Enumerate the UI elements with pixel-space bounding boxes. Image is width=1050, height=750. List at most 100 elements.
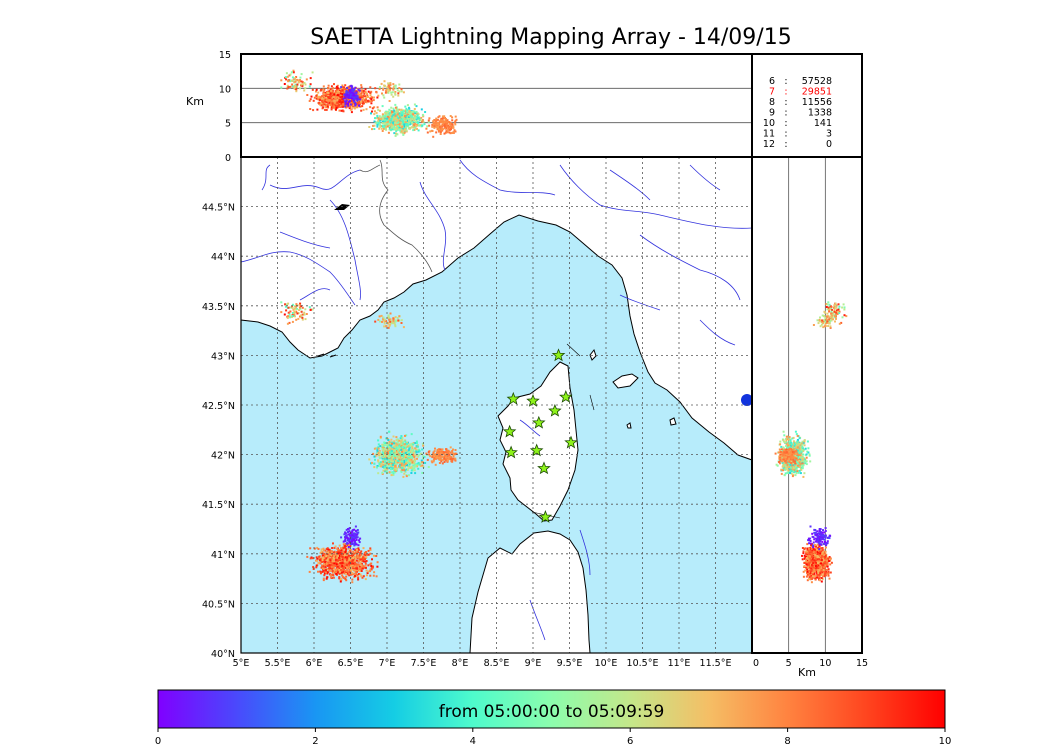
lightning-point (334, 97, 337, 100)
lightning-point (377, 439, 380, 442)
lightning-point (352, 557, 354, 559)
lightning-point (408, 110, 411, 113)
lightning-point (355, 538, 358, 541)
lightning-point (403, 465, 406, 468)
lightning-point (324, 108, 327, 111)
lightning-point (338, 90, 341, 93)
lightning-point (398, 116, 401, 119)
lightning-point (402, 454, 405, 457)
lightning-point (332, 574, 335, 577)
lightning-point (392, 114, 395, 117)
lightning-point (336, 567, 339, 570)
lightning-point (454, 457, 457, 460)
lightning-point (448, 122, 451, 125)
lightning-point (328, 565, 331, 568)
lightning-point (356, 95, 359, 98)
lightning-point (406, 460, 409, 463)
lightning-point (355, 96, 358, 99)
lightning-point (395, 108, 398, 111)
lightning-point (328, 564, 331, 566)
lightning-point (323, 554, 326, 556)
lightning-point (376, 449, 379, 452)
lightning-point (351, 564, 354, 567)
lightning-point (390, 471, 393, 474)
lightning-point (400, 88, 403, 91)
lightning-point (380, 314, 383, 317)
lightning-point (294, 315, 296, 318)
lightning-point (392, 319, 395, 322)
lightning-point (342, 548, 345, 551)
lightning-point (303, 89, 306, 92)
lightning-point (444, 127, 446, 130)
lightning-point (377, 443, 380, 446)
lightning-point (398, 465, 401, 468)
lightning-point (422, 444, 425, 447)
lightning-point (386, 110, 389, 113)
lightning-point (436, 123, 439, 126)
lightning-point (393, 113, 396, 116)
lightning-point (392, 112, 395, 115)
lightning-point (360, 550, 363, 553)
lightning-point (388, 444, 391, 447)
lightning-point (408, 460, 411, 463)
lightning-point (308, 85, 311, 88)
lightning-point (358, 556, 361, 559)
lightning-point (444, 459, 447, 462)
lightning-point (830, 561, 833, 564)
lightning-point (338, 561, 341, 563)
lightning-point (413, 458, 416, 461)
lightning-point (407, 446, 410, 449)
lightning-point (417, 113, 420, 116)
lightning-point (361, 560, 364, 563)
lightning-point (385, 325, 388, 327)
lightning-point (341, 105, 344, 108)
lightning-point (446, 119, 449, 122)
altitude-tick-label: 10 (219, 84, 231, 95)
lightning-point (336, 565, 339, 568)
lightning-point (435, 117, 438, 120)
lightning-point (429, 130, 432, 133)
lightning-point (322, 558, 324, 561)
lightning-point (299, 315, 301, 318)
lightning-point (377, 318, 380, 321)
lightning-point (327, 561, 329, 564)
lightning-point (407, 125, 410, 128)
lightning-point (412, 129, 415, 132)
lightning-point (403, 123, 406, 126)
lightning-point (402, 440, 405, 443)
lightning-point (400, 435, 403, 438)
lightning-point (358, 567, 360, 570)
lightning-point (309, 557, 312, 560)
lightning-point (441, 127, 444, 130)
lightning-point (356, 96, 359, 99)
lightning-point (414, 122, 417, 125)
lightning-point (332, 96, 335, 99)
lightning-point (352, 548, 355, 551)
lightning-point (356, 570, 358, 573)
lightning-point (338, 95, 341, 98)
lightning-point (317, 562, 320, 564)
lightning-point (291, 314, 294, 317)
lightning-point (421, 442, 424, 445)
lightning-point (344, 561, 347, 564)
lightning-point (372, 99, 375, 102)
lightning-point (441, 123, 444, 126)
lightning-point (316, 108, 319, 111)
lightning-point (428, 124, 431, 127)
lightning-point (364, 564, 367, 567)
lightning-point (386, 117, 389, 120)
lightning-point (410, 458, 413, 461)
lightning-point (398, 315, 401, 318)
lightning-point (400, 125, 403, 128)
lightning-point (364, 88, 367, 91)
lightning-point (388, 450, 391, 452)
lightning-point (419, 462, 422, 465)
lightning-point (411, 445, 414, 448)
lightning-point (353, 88, 356, 91)
lightning-point (395, 128, 398, 131)
lightning-point (394, 325, 397, 328)
lightning-point (404, 126, 407, 128)
lightning-point (406, 116, 409, 119)
chart-title: SAETTA Lightning Mapping Array - 14/09/1… (310, 25, 792, 50)
lightning-point (361, 565, 364, 568)
